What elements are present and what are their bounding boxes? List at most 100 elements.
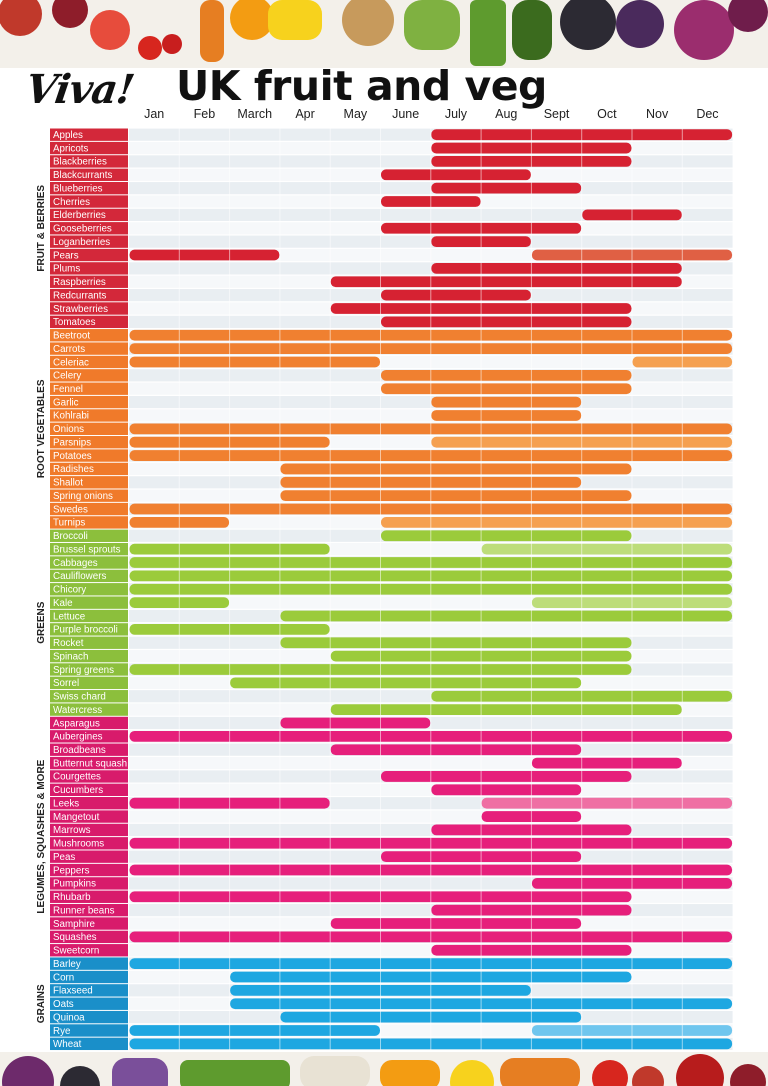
item-label-cell xyxy=(50,970,128,984)
item-label: Redcurrants xyxy=(53,290,106,301)
item-label-cell xyxy=(50,984,128,997)
season-bar xyxy=(481,543,733,555)
item-label-cell xyxy=(50,329,128,342)
item-label-cell xyxy=(50,422,128,436)
item-label-cell xyxy=(50,382,128,395)
item-label-cell xyxy=(50,1024,128,1037)
item-label: Wheat xyxy=(53,1039,82,1050)
item-label: Potatoes xyxy=(53,451,92,462)
item-label-cell xyxy=(50,649,128,663)
item-label: Samphire xyxy=(53,919,95,930)
item-label-cell xyxy=(50,449,128,462)
season-bar xyxy=(330,704,682,715)
vegetable-border-top xyxy=(0,0,768,68)
item-label-cell xyxy=(50,930,128,944)
item-label-cell xyxy=(50,997,128,1010)
item-label-cell xyxy=(50,703,128,716)
item-label-cell xyxy=(50,676,128,690)
month-label: Jan xyxy=(144,107,164,121)
season-bar xyxy=(381,289,531,301)
item-label-cell xyxy=(50,155,128,168)
item-label-cell xyxy=(50,409,128,422)
item-label-cell xyxy=(50,850,128,863)
vegetable-border-image xyxy=(0,0,768,68)
item-label-cell xyxy=(50,516,128,529)
item-label-cell xyxy=(50,462,128,476)
vegetable-border-bottom xyxy=(0,1052,768,1086)
item-label-cell xyxy=(50,355,128,369)
item-label-cell xyxy=(50,596,128,609)
item-label-cell xyxy=(50,141,128,155)
season-bar xyxy=(381,517,733,528)
item-label: Rocket xyxy=(53,638,84,649)
item-label: Cherries xyxy=(53,197,90,208)
item-label: Chicory xyxy=(53,585,86,596)
item-label-cell xyxy=(50,663,128,676)
season-bar xyxy=(431,182,582,194)
season-bar xyxy=(280,717,431,729)
item-label-cell xyxy=(50,569,128,583)
item-label: Peppers xyxy=(53,865,90,876)
item-label-cell xyxy=(50,823,128,837)
season-bar xyxy=(129,356,380,368)
season-bar xyxy=(381,383,632,395)
item-label: Purple broccoli xyxy=(53,625,118,636)
page-title: UK fruit and veg xyxy=(176,62,547,110)
item-label-cell xyxy=(50,783,128,796)
item-label-cell xyxy=(50,262,128,275)
item-label: Kohlrabi xyxy=(53,411,89,422)
item-label: Sorrel xyxy=(53,678,79,689)
item-label-cell xyxy=(50,877,128,890)
item-label: Apples xyxy=(53,130,83,141)
item-label-cell xyxy=(50,556,128,569)
item-label: Swiss chard xyxy=(53,692,106,703)
season-bar xyxy=(431,396,582,408)
item-label: Broadbeans xyxy=(53,745,106,756)
item-label: Corn xyxy=(53,972,74,983)
item-label-cell xyxy=(50,529,128,542)
item-label: Sweetcorn xyxy=(53,946,99,957)
item-label: Spring greens xyxy=(53,665,114,676)
item-label: Carrots xyxy=(53,344,85,355)
item-label-cell xyxy=(50,623,128,636)
item-label: Lettuce xyxy=(53,611,86,622)
item-label: Asparagus xyxy=(53,718,100,729)
item-label: Gooseberries xyxy=(53,224,112,235)
item-label: Pumpkins xyxy=(53,879,96,890)
item-label: Garlic xyxy=(53,397,79,408)
item-label: Barley xyxy=(53,959,81,970)
item-label-cell xyxy=(50,302,128,315)
item-label-cell xyxy=(50,476,128,489)
vegetable-border-image xyxy=(0,1052,768,1086)
season-bar xyxy=(381,771,632,782)
item-label-cell xyxy=(50,248,128,262)
season-bar xyxy=(381,169,531,181)
item-label-cell xyxy=(50,235,128,248)
item-label: Pears xyxy=(53,250,79,261)
item-label: Swedes xyxy=(53,504,88,515)
item-label: Peas xyxy=(53,852,75,863)
month-label: Sept xyxy=(544,107,570,121)
season-bar xyxy=(431,784,582,796)
item-label: Marrows xyxy=(53,825,91,836)
item-label-cell xyxy=(50,342,128,355)
month-label: March xyxy=(237,107,272,121)
group-label: LEGUMES, SQUASHES & MORE xyxy=(36,759,47,913)
item-label: Plums xyxy=(53,264,80,275)
month-label: June xyxy=(392,107,419,121)
item-label: Onions xyxy=(53,424,84,435)
item-label-cell xyxy=(50,743,128,756)
item-label-cell xyxy=(50,489,128,502)
item-label: Spring onions xyxy=(53,491,113,502)
item-label: Courgettes xyxy=(53,772,101,783)
season-bar xyxy=(129,249,280,261)
month-label: Dec xyxy=(696,107,718,121)
item-label-cell xyxy=(50,195,128,208)
season-bar xyxy=(280,490,632,502)
item-label: Kale xyxy=(53,598,73,609)
item-label-cell xyxy=(50,1010,128,1024)
item-label: Raspberries xyxy=(53,277,106,288)
item-label: Rhubarb xyxy=(53,892,91,903)
item-label-cell xyxy=(50,288,128,302)
